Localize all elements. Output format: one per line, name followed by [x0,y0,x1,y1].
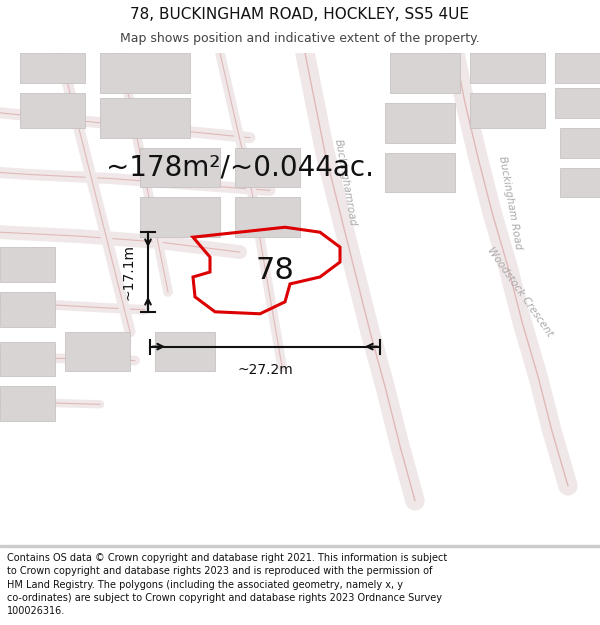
Polygon shape [560,168,600,198]
Polygon shape [0,247,55,282]
Polygon shape [470,93,545,128]
Polygon shape [385,103,455,142]
Polygon shape [0,292,55,327]
Text: Map shows position and indicative extent of the property.: Map shows position and indicative extent… [120,32,480,45]
Text: Buckinghamroad: Buckinghamroad [332,138,358,227]
Polygon shape [555,88,600,118]
Text: ~17.1m: ~17.1m [122,244,136,300]
Text: Woodstock Crescent: Woodstock Crescent [485,246,554,339]
Text: 78: 78 [256,256,295,284]
Polygon shape [65,332,130,371]
Polygon shape [100,98,190,138]
Polygon shape [20,53,85,83]
Polygon shape [235,198,300,237]
Polygon shape [235,148,300,188]
Text: Contains OS data © Crown copyright and database right 2021. This information is : Contains OS data © Crown copyright and d… [7,553,448,616]
Polygon shape [155,332,215,371]
Polygon shape [20,93,85,128]
Polygon shape [0,342,55,376]
Polygon shape [555,53,600,83]
Polygon shape [385,152,455,192]
Text: ~178m²/~0.044ac.: ~178m²/~0.044ac. [106,154,374,181]
Bar [0,545,600,546]
Polygon shape [390,53,460,93]
Text: Buckingham Road: Buckingham Road [497,155,523,250]
Polygon shape [470,53,545,83]
Text: ~27.2m: ~27.2m [237,362,293,376]
Text: 78, BUCKINGHAM ROAD, HOCKLEY, SS5 4UE: 78, BUCKINGHAM ROAD, HOCKLEY, SS5 4UE [131,8,470,22]
Polygon shape [140,198,220,237]
Polygon shape [100,53,190,93]
Polygon shape [560,127,600,158]
Polygon shape [140,148,220,188]
Polygon shape [0,386,55,421]
